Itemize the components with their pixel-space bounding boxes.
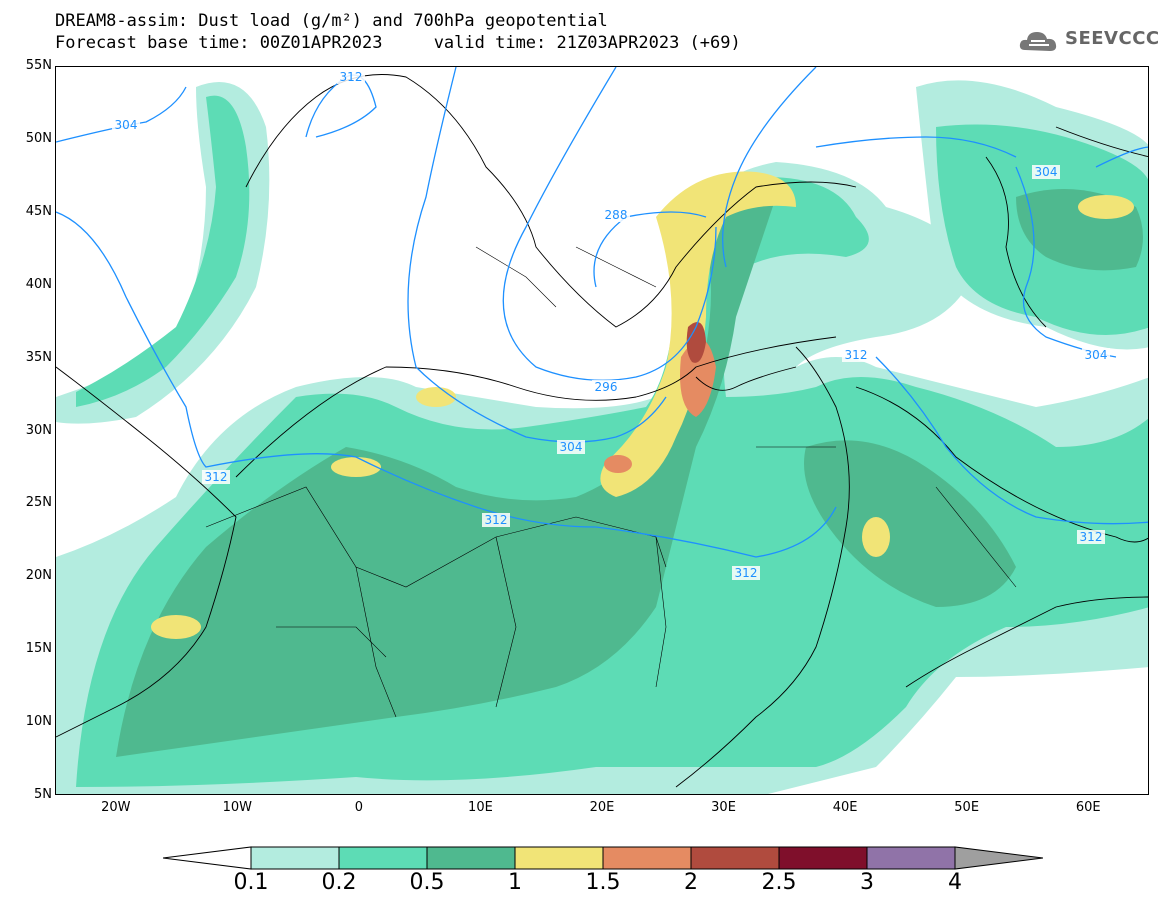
colorbar-box bbox=[426, 846, 516, 870]
latitude-label: 20N bbox=[25, 568, 52, 584]
latitude-label: 40N bbox=[25, 276, 52, 292]
contour-label: 304 bbox=[557, 440, 585, 454]
dust-red-core bbox=[686, 322, 706, 363]
colorbar-label: 0.1 bbox=[233, 870, 269, 895]
contour-296 bbox=[502, 67, 717, 381]
longitude-label: 30E bbox=[711, 800, 736, 815]
latitude-label: 50N bbox=[25, 130, 52, 146]
contour-label: 312 bbox=[337, 70, 365, 84]
latitude-label: 55N bbox=[25, 58, 52, 73]
contour-312-west bbox=[56, 211, 837, 558]
contour-labels: 304 312 288 296 304 312 312 312 304 312 304 312 bbox=[112, 70, 1110, 580]
longitude-label: 20W bbox=[101, 800, 131, 815]
colorbar-box bbox=[250, 846, 340, 870]
svg-text:304: 304 bbox=[115, 118, 138, 132]
latitude-label: 45N bbox=[25, 203, 52, 219]
colorbar-label: 2.5 bbox=[761, 870, 797, 895]
contour-304-east bbox=[1015, 166, 1117, 358]
longitude-label: 0 bbox=[354, 800, 364, 815]
colorbar-label: 0.5 bbox=[409, 870, 445, 895]
colorbar-svg bbox=[162, 846, 1044, 870]
colorbar-label: 4 bbox=[948, 870, 962, 895]
contour-label: 296 bbox=[592, 380, 620, 394]
svg-text:288: 288 bbox=[605, 208, 628, 222]
contour-304-central bbox=[722, 67, 817, 268]
contour-label: 312 bbox=[482, 513, 510, 527]
dust-orange-patch bbox=[604, 455, 632, 473]
dust-yellow-patch-4 bbox=[862, 517, 890, 557]
colorbar-arrow-low bbox=[162, 846, 252, 870]
contour-label: 312 bbox=[732, 566, 760, 580]
dust-yellow-patch-3 bbox=[151, 615, 201, 639]
contour-label: 312 bbox=[842, 348, 870, 362]
colorbar-box bbox=[866, 846, 956, 870]
svg-text:312: 312 bbox=[845, 348, 868, 362]
seevccc-logo: SEEVCCC bbox=[1017, 26, 1160, 56]
contour-label: 304 bbox=[1032, 165, 1060, 179]
colorbar-label: 1 bbox=[508, 870, 522, 895]
dust-red-layer bbox=[686, 322, 706, 363]
map-subtitle: Forecast base time: 00Z01APR2023 valid t… bbox=[55, 33, 741, 53]
svg-text:304: 304 bbox=[1035, 165, 1058, 179]
colorbar bbox=[162, 845, 1044, 871]
colorbar-label: 3 bbox=[860, 870, 874, 895]
colorbar-label: 2 bbox=[684, 870, 698, 895]
longitude-label: 40E bbox=[832, 800, 858, 815]
svg-text:312: 312 bbox=[1080, 530, 1103, 544]
map-title: DREAM8-assim: Dust load (g/m²) and 700hP… bbox=[55, 11, 608, 31]
colorbar-box bbox=[602, 846, 692, 870]
contour-label: 304 bbox=[112, 118, 140, 132]
colorbar-box bbox=[778, 846, 868, 870]
colorbar-box bbox=[690, 846, 780, 870]
dust-orange-layer bbox=[604, 339, 716, 473]
contour-label: 288 bbox=[602, 208, 630, 222]
longitude-label: 20E bbox=[589, 800, 615, 815]
latitude-label: 30N bbox=[25, 422, 52, 438]
contour-312-east bbox=[815, 136, 1017, 158]
dust-load-map: 304 312 288 296 304 312 312 312 304 312 304 312 bbox=[55, 66, 1149, 795]
contour-label: 312 bbox=[202, 470, 230, 484]
contour-304-west bbox=[56, 86, 187, 143]
dust-high-africa bbox=[116, 195, 776, 758]
longitude-label: 10E bbox=[468, 800, 493, 815]
geopotential-contours bbox=[56, 67, 1148, 558]
svg-text:304: 304 bbox=[560, 440, 583, 454]
longitude-label: 60E bbox=[1075, 800, 1101, 815]
dust-yellow-patch-5 bbox=[1078, 195, 1134, 219]
logo-text: SEEVCCC bbox=[1065, 28, 1160, 49]
dust-yellow-patch-2 bbox=[416, 387, 456, 407]
contour-label: 304 bbox=[1082, 348, 1110, 362]
contour-304-ne bbox=[1095, 146, 1148, 168]
dust-orange-plume bbox=[680, 339, 716, 417]
svg-text:312: 312 bbox=[205, 470, 228, 484]
map-canvas: 304 312 288 296 304 312 312 312 304 312 304 312 bbox=[56, 67, 1148, 794]
cloud-icon bbox=[1019, 32, 1057, 51]
colorbar-box bbox=[338, 846, 428, 870]
latitude-label: 15N bbox=[25, 641, 52, 657]
dust-high-arabia bbox=[804, 440, 1016, 607]
dust-mid-atlantic bbox=[76, 95, 250, 408]
colorbar-box bbox=[514, 846, 604, 870]
contour-312-east-arabia bbox=[875, 356, 1148, 525]
latitude-label: 25N bbox=[25, 495, 52, 511]
longitude-label: 50E bbox=[954, 800, 980, 815]
dust-yellow-patch-1 bbox=[331, 457, 381, 477]
latitude-label: 5N bbox=[34, 787, 52, 802]
svg-text:312: 312 bbox=[735, 566, 758, 580]
svg-text:312: 312 bbox=[485, 513, 508, 527]
colorbar-label: 0.2 bbox=[321, 870, 357, 895]
colorbar-label: 1.5 bbox=[585, 870, 621, 895]
contour-304-south bbox=[407, 67, 667, 443]
svg-text:304: 304 bbox=[1085, 348, 1108, 362]
latitude-label: 10N bbox=[25, 714, 52, 730]
latitude-label: 35N bbox=[25, 349, 52, 365]
colorbar-arrow-high bbox=[954, 846, 1044, 870]
svg-text:296: 296 bbox=[595, 380, 618, 394]
contour-312-north bbox=[305, 74, 377, 138]
longitude-label: 10W bbox=[222, 800, 253, 815]
svg-text:312: 312 bbox=[340, 70, 363, 84]
contour-label: 312 bbox=[1077, 530, 1105, 544]
